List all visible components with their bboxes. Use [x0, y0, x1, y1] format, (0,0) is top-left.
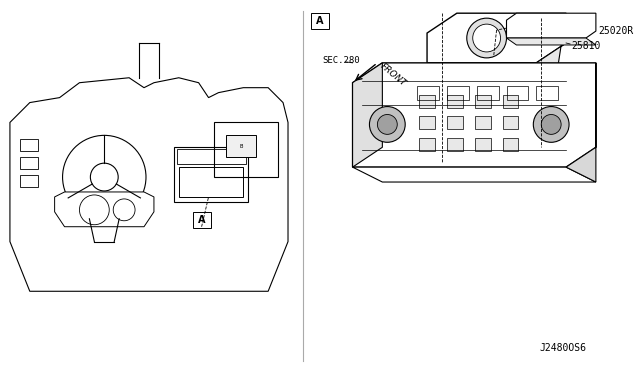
- Polygon shape: [54, 192, 154, 227]
- Bar: [214, 122, 278, 177]
- Bar: [20, 157, 38, 169]
- Bar: [447, 86, 468, 100]
- Text: FRONT: FRONT: [378, 62, 408, 89]
- Polygon shape: [427, 63, 556, 78]
- Bar: [506, 86, 529, 100]
- Polygon shape: [427, 13, 566, 63]
- Circle shape: [473, 24, 500, 52]
- Polygon shape: [566, 63, 596, 182]
- Circle shape: [79, 195, 109, 225]
- Bar: [417, 86, 439, 100]
- Polygon shape: [536, 13, 566, 78]
- Bar: [475, 116, 491, 129]
- Circle shape: [378, 115, 397, 134]
- Bar: [477, 86, 499, 100]
- Circle shape: [90, 163, 118, 191]
- Circle shape: [533, 106, 569, 142]
- Bar: [502, 116, 518, 129]
- Bar: [20, 140, 38, 151]
- Bar: [447, 138, 463, 151]
- Polygon shape: [353, 167, 596, 182]
- Bar: [179, 167, 243, 197]
- Polygon shape: [506, 13, 596, 38]
- Polygon shape: [506, 38, 596, 45]
- Text: 25020R: 25020R: [598, 26, 633, 36]
- Circle shape: [541, 115, 561, 134]
- Bar: [475, 94, 491, 108]
- Bar: [20, 175, 38, 187]
- Bar: [502, 138, 518, 151]
- Text: 25810: 25810: [571, 41, 600, 51]
- Polygon shape: [353, 63, 382, 167]
- Bar: [502, 94, 518, 108]
- Bar: [227, 135, 256, 157]
- Polygon shape: [353, 63, 596, 167]
- Polygon shape: [10, 78, 288, 291]
- Text: A: A: [316, 16, 324, 26]
- Circle shape: [467, 18, 506, 58]
- FancyBboxPatch shape: [311, 13, 329, 29]
- Bar: [536, 86, 558, 100]
- Bar: [447, 116, 463, 129]
- Bar: [177, 149, 246, 164]
- Bar: [174, 147, 248, 202]
- Text: B: B: [240, 144, 243, 149]
- Bar: [475, 138, 491, 151]
- Text: J2480OS6: J2480OS6: [539, 343, 586, 353]
- Text: SEC.280: SEC.280: [323, 57, 360, 65]
- Bar: [419, 94, 435, 108]
- Bar: [447, 94, 463, 108]
- Circle shape: [63, 135, 146, 219]
- Bar: [419, 116, 435, 129]
- FancyBboxPatch shape: [193, 212, 211, 228]
- Circle shape: [369, 106, 405, 142]
- Bar: [419, 138, 435, 151]
- Text: A: A: [198, 215, 205, 225]
- Circle shape: [113, 199, 135, 221]
